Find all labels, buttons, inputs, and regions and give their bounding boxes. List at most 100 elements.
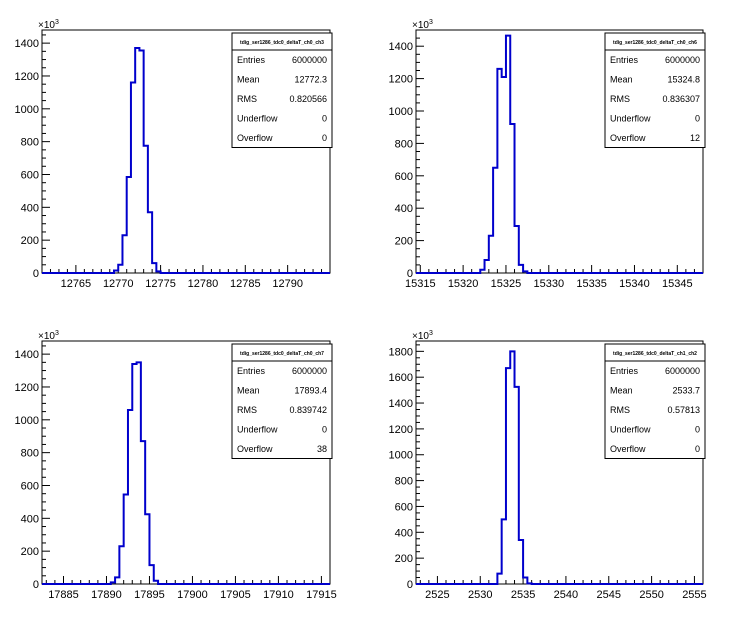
histogram-panel-ch0-ch7: ×103 0 200 400 600 800 1000 1200 1400 17885 17890 1… xyxy=(15,330,337,601)
histogram-panel-ch0-ch6: ×103 0 200 400 600 800 1000 1200 1400 15315 15320 1… xyxy=(389,19,706,290)
histogram-title: tdig_ser1286_tdc0_deltaT_ch0_ch7 xyxy=(240,351,324,357)
stats-value-underflow: 0 xyxy=(695,114,700,124)
y-tick-label: 1400 xyxy=(15,349,39,361)
x-tick-label: 12775 xyxy=(145,278,176,290)
stats-key-rms: RMS xyxy=(610,94,630,104)
histogram-title: tdig_ser1286_tdc0_deltaT_ch1_ch2 xyxy=(613,351,697,357)
y-tick-label: 800 xyxy=(21,448,39,460)
y-axis-multiplier: ×103 xyxy=(412,19,433,31)
x-tick-label: 2555 xyxy=(682,589,706,601)
x-tick-label: 17910 xyxy=(263,589,294,601)
stats-box xyxy=(231,32,333,148)
histogram-series xyxy=(42,361,330,585)
stats-box xyxy=(604,32,706,148)
stats-value-mean: 17893.4 xyxy=(294,386,327,396)
x-tick-label: 15335 xyxy=(576,278,607,290)
y-tick-label: 1600 xyxy=(389,372,413,384)
stats-box xyxy=(231,343,333,459)
stats-value-entries: 6000000 xyxy=(665,366,700,376)
x-tick-label: 17915 xyxy=(306,589,337,601)
x-tick-label: 12765 xyxy=(61,278,92,290)
stats-key-overflow: Overflow xyxy=(610,133,646,143)
x-tick-label: 2550 xyxy=(639,589,663,601)
stats-key-underflow: Underflow xyxy=(610,425,651,435)
y-tick-label: 1200 xyxy=(389,424,413,436)
y-tick-label: 1000 xyxy=(15,415,39,427)
histogram-panel-ch1-ch2: ×103 0 200 400 600 800 1000 1200 1400 1600 1800 252… xyxy=(389,330,707,601)
x-tick-label: 2530 xyxy=(468,589,492,601)
y-tick-label: 0 xyxy=(33,268,39,280)
y-tick-label: 1200 xyxy=(15,71,39,83)
stats-key-entries: Entries xyxy=(237,55,266,65)
stats-key-mean: Mean xyxy=(237,386,260,396)
y-tick-label: 600 xyxy=(395,501,413,513)
y-tick-label: 800 xyxy=(21,137,39,149)
y-tick-label: 1000 xyxy=(15,104,39,116)
x-tick-label: 15330 xyxy=(533,278,564,290)
y-tick-label: 1000 xyxy=(389,106,413,118)
stats-value-underflow: 0 xyxy=(695,425,700,435)
y-axis-multiplier: ×103 xyxy=(412,330,433,342)
stats-value-overflow: 0 xyxy=(322,133,327,143)
y-tick-label: 0 xyxy=(407,268,413,280)
stats-key-mean: Mean xyxy=(610,386,633,396)
stats-key-underflow: Underflow xyxy=(237,425,278,435)
stats-value-overflow: 0 xyxy=(695,444,700,454)
stats-box xyxy=(604,343,706,459)
y-tick-label: 1400 xyxy=(15,38,39,50)
stats-value-rms: 0.836307 xyxy=(662,94,700,104)
x-tick-label: 15340 xyxy=(619,278,650,290)
y-tick-label: 400 xyxy=(395,527,413,539)
histogram-series xyxy=(416,34,703,274)
x-tick-label: 12780 xyxy=(188,278,219,290)
stats-key-overflow: Overflow xyxy=(610,444,646,454)
x-tick-label: 15325 xyxy=(491,278,522,290)
x-tick-label: 2525 xyxy=(425,589,449,601)
stats-value-underflow: 0 xyxy=(322,114,327,124)
x-tick-label: 12770 xyxy=(103,278,134,290)
y-tick-label: 800 xyxy=(395,138,413,150)
stats-value-rms: 0.57813 xyxy=(667,405,700,415)
y-tick-label: 200 xyxy=(21,546,39,558)
y-tick-label: 1400 xyxy=(389,41,413,53)
stats-value-overflow: 12 xyxy=(690,133,700,143)
stats-key-underflow: Underflow xyxy=(237,114,278,124)
stats-key-entries: Entries xyxy=(610,55,639,65)
stats-value-underflow: 0 xyxy=(322,425,327,435)
stats-value-rms: 0.839742 xyxy=(289,405,327,415)
stats-key-overflow: Overflow xyxy=(237,133,273,143)
stats-value-overflow: 38 xyxy=(317,444,327,454)
histogram-series xyxy=(42,47,330,274)
y-tick-label: 200 xyxy=(395,553,413,565)
x-tick-label: 17900 xyxy=(177,589,208,601)
y-tick-label: 400 xyxy=(21,513,39,525)
y-tick-label: 600 xyxy=(21,169,39,181)
x-tick-label: 17905 xyxy=(220,589,251,601)
stats-key-entries: Entries xyxy=(237,366,266,376)
stats-key-overflow: Overflow xyxy=(237,444,273,454)
x-tick-label: 2535 xyxy=(511,589,535,601)
y-tick-label: 1400 xyxy=(389,398,413,410)
stats-value-mean: 12772.3 xyxy=(294,75,327,85)
y-tick-label: 1800 xyxy=(389,346,413,358)
y-axis-multiplier: ×103 xyxy=(38,19,59,31)
y-tick-label: 0 xyxy=(407,579,413,591)
stats-value-rms: 0.820566 xyxy=(289,94,327,104)
stats-key-underflow: Underflow xyxy=(610,114,651,124)
y-tick-label: 800 xyxy=(395,476,413,488)
stats-key-mean: Mean xyxy=(610,75,633,85)
stats-key-rms: RMS xyxy=(610,405,630,415)
histogram-panel-ch0-ch3: ×103 0 200 400 600 800 1000 1200 1400 12765 12770 1… xyxy=(15,19,333,290)
x-tick-label: 17885 xyxy=(48,589,79,601)
y-tick-label: 1200 xyxy=(15,382,39,394)
y-tick-label: 400 xyxy=(21,202,39,214)
stats-value-entries: 6000000 xyxy=(292,55,327,65)
stats-value-mean: 15324.8 xyxy=(667,75,700,85)
y-tick-label: 1000 xyxy=(389,450,413,462)
x-tick-label: 12790 xyxy=(272,278,303,290)
y-tick-label: 200 xyxy=(395,236,413,248)
y-tick-label: 1200 xyxy=(389,74,413,86)
stats-key-rms: RMS xyxy=(237,405,257,415)
x-tick-label: 2545 xyxy=(597,589,621,601)
y-axis-multiplier: ×103 xyxy=(38,330,59,342)
